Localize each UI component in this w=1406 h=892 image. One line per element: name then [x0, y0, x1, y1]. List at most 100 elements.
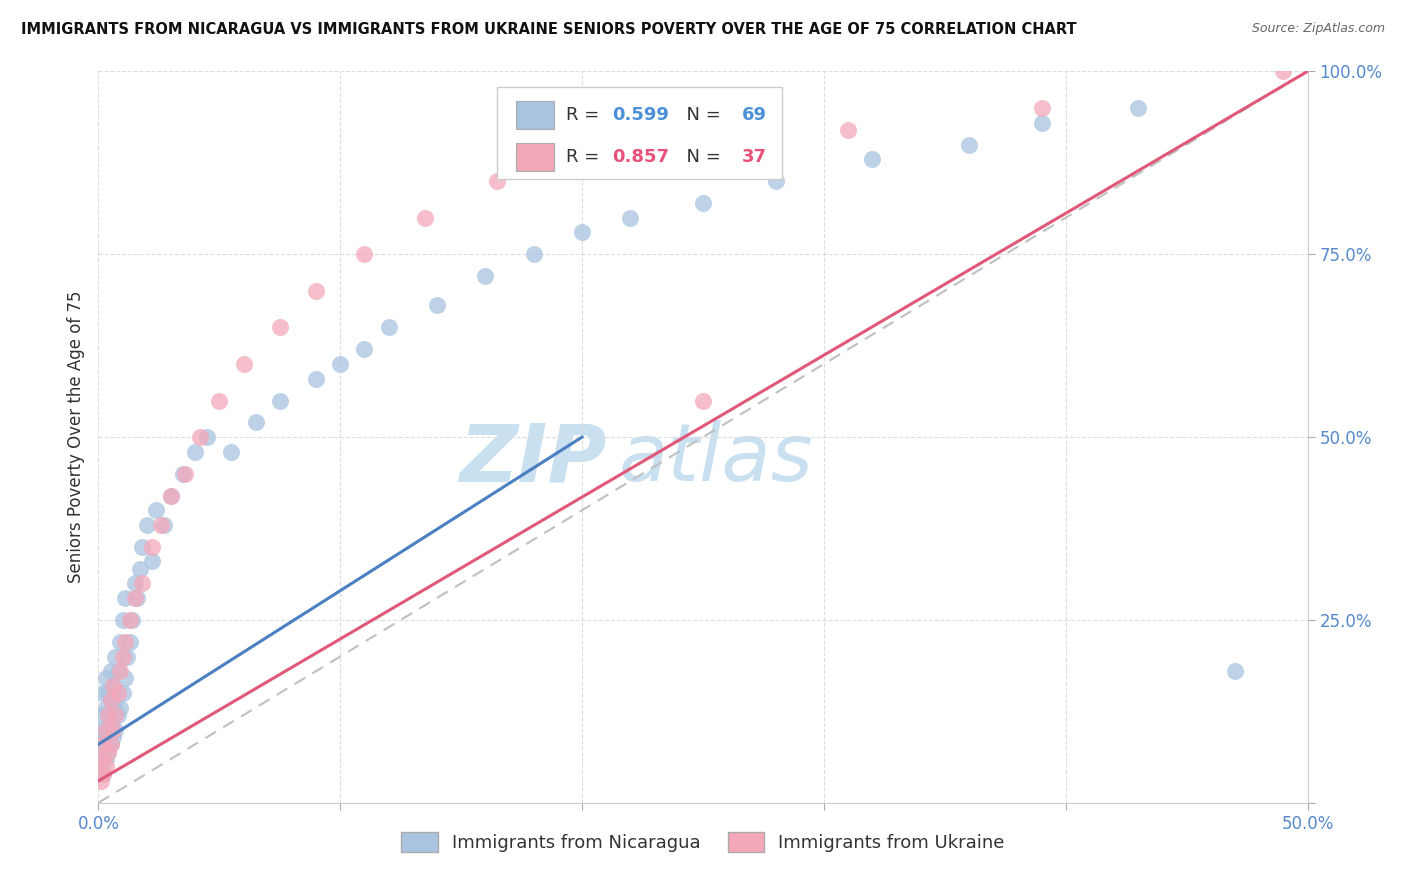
- Point: [121, 613, 143, 627]
- Text: 0.599: 0.599: [613, 105, 669, 124]
- Point: [100, 693, 122, 707]
- Point: [329, 357, 352, 371]
- Point: [97, 708, 120, 723]
- Point: [114, 635, 136, 649]
- Point: [486, 174, 509, 188]
- Point: [245, 416, 267, 430]
- Point: [141, 540, 163, 554]
- Point: [107, 708, 129, 723]
- Point: [117, 649, 139, 664]
- Point: [108, 664, 131, 678]
- Text: atlas: atlas: [619, 420, 813, 498]
- Point: [101, 723, 124, 737]
- Point: [160, 489, 183, 503]
- Point: [413, 211, 436, 225]
- FancyBboxPatch shape: [516, 101, 554, 128]
- Point: [107, 686, 129, 700]
- Point: [94, 752, 117, 766]
- Point: [131, 576, 153, 591]
- Point: [91, 708, 114, 723]
- Point: [152, 517, 174, 532]
- Point: [100, 664, 122, 678]
- Point: [1031, 115, 1053, 129]
- Point: [90, 723, 112, 737]
- Text: 69: 69: [742, 105, 766, 124]
- Point: [104, 649, 127, 664]
- Point: [114, 591, 136, 605]
- Point: [111, 686, 134, 700]
- Point: [108, 635, 131, 649]
- Point: [184, 444, 207, 458]
- Point: [94, 723, 117, 737]
- Point: [118, 613, 141, 627]
- Point: [353, 247, 375, 261]
- Point: [114, 672, 136, 686]
- Point: [1031, 101, 1053, 115]
- Point: [104, 723, 127, 737]
- Text: R =: R =: [567, 148, 606, 166]
- Point: [195, 430, 218, 444]
- Point: [692, 196, 714, 211]
- Point: [97, 686, 120, 700]
- Point: [426, 298, 449, 312]
- Point: [90, 759, 112, 773]
- Point: [101, 679, 124, 693]
- Point: [97, 708, 120, 723]
- Point: [1223, 664, 1246, 678]
- Point: [100, 715, 122, 730]
- FancyBboxPatch shape: [498, 87, 782, 179]
- Text: N =: N =: [675, 148, 727, 166]
- Point: [1272, 64, 1295, 78]
- Point: [104, 708, 127, 723]
- Point: [101, 700, 124, 714]
- Point: [111, 613, 134, 627]
- Point: [91, 730, 114, 744]
- Point: [135, 517, 157, 532]
- Point: [94, 737, 117, 751]
- Point: [619, 211, 641, 225]
- Point: [571, 137, 593, 152]
- Point: [269, 393, 291, 408]
- Point: [692, 393, 714, 408]
- Point: [97, 745, 120, 759]
- Point: [108, 700, 131, 714]
- Point: [131, 540, 153, 554]
- Point: [118, 635, 141, 649]
- Point: [100, 737, 122, 751]
- Point: [305, 371, 328, 385]
- Point: [150, 517, 173, 532]
- Point: [141, 554, 163, 568]
- Legend: Immigrants from Nicaragua, Immigrants from Ukraine: Immigrants from Nicaragua, Immigrants fr…: [394, 824, 1012, 860]
- Text: N =: N =: [675, 105, 727, 124]
- Point: [208, 393, 231, 408]
- Point: [104, 693, 127, 707]
- Point: [94, 759, 117, 773]
- Point: [124, 576, 146, 591]
- Point: [837, 123, 859, 137]
- Text: R =: R =: [567, 105, 606, 124]
- Point: [124, 591, 146, 605]
- Point: [523, 247, 546, 261]
- Point: [174, 467, 197, 481]
- Point: [128, 562, 150, 576]
- Point: [474, 269, 496, 284]
- Point: [221, 444, 243, 458]
- Point: [353, 343, 375, 357]
- Point: [107, 664, 129, 678]
- FancyBboxPatch shape: [516, 143, 554, 170]
- Point: [957, 137, 980, 152]
- Point: [100, 693, 122, 707]
- Point: [101, 679, 124, 693]
- Point: [305, 284, 328, 298]
- Point: [111, 649, 134, 664]
- Y-axis label: Seniors Poverty Over the Age of 75: Seniors Poverty Over the Age of 75: [66, 291, 84, 583]
- Point: [91, 737, 114, 751]
- Point: [145, 503, 167, 517]
- Point: [90, 773, 112, 788]
- Point: [101, 730, 124, 744]
- Point: [91, 766, 114, 780]
- Point: [127, 591, 149, 605]
- Text: IMMIGRANTS FROM NICARAGUA VS IMMIGRANTS FROM UKRAINE SENIORS POVERTY OVER THE AG: IMMIGRANTS FROM NICARAGUA VS IMMIGRANTS …: [21, 22, 1077, 37]
- Text: ZIP: ZIP: [458, 420, 606, 498]
- Point: [97, 730, 120, 744]
